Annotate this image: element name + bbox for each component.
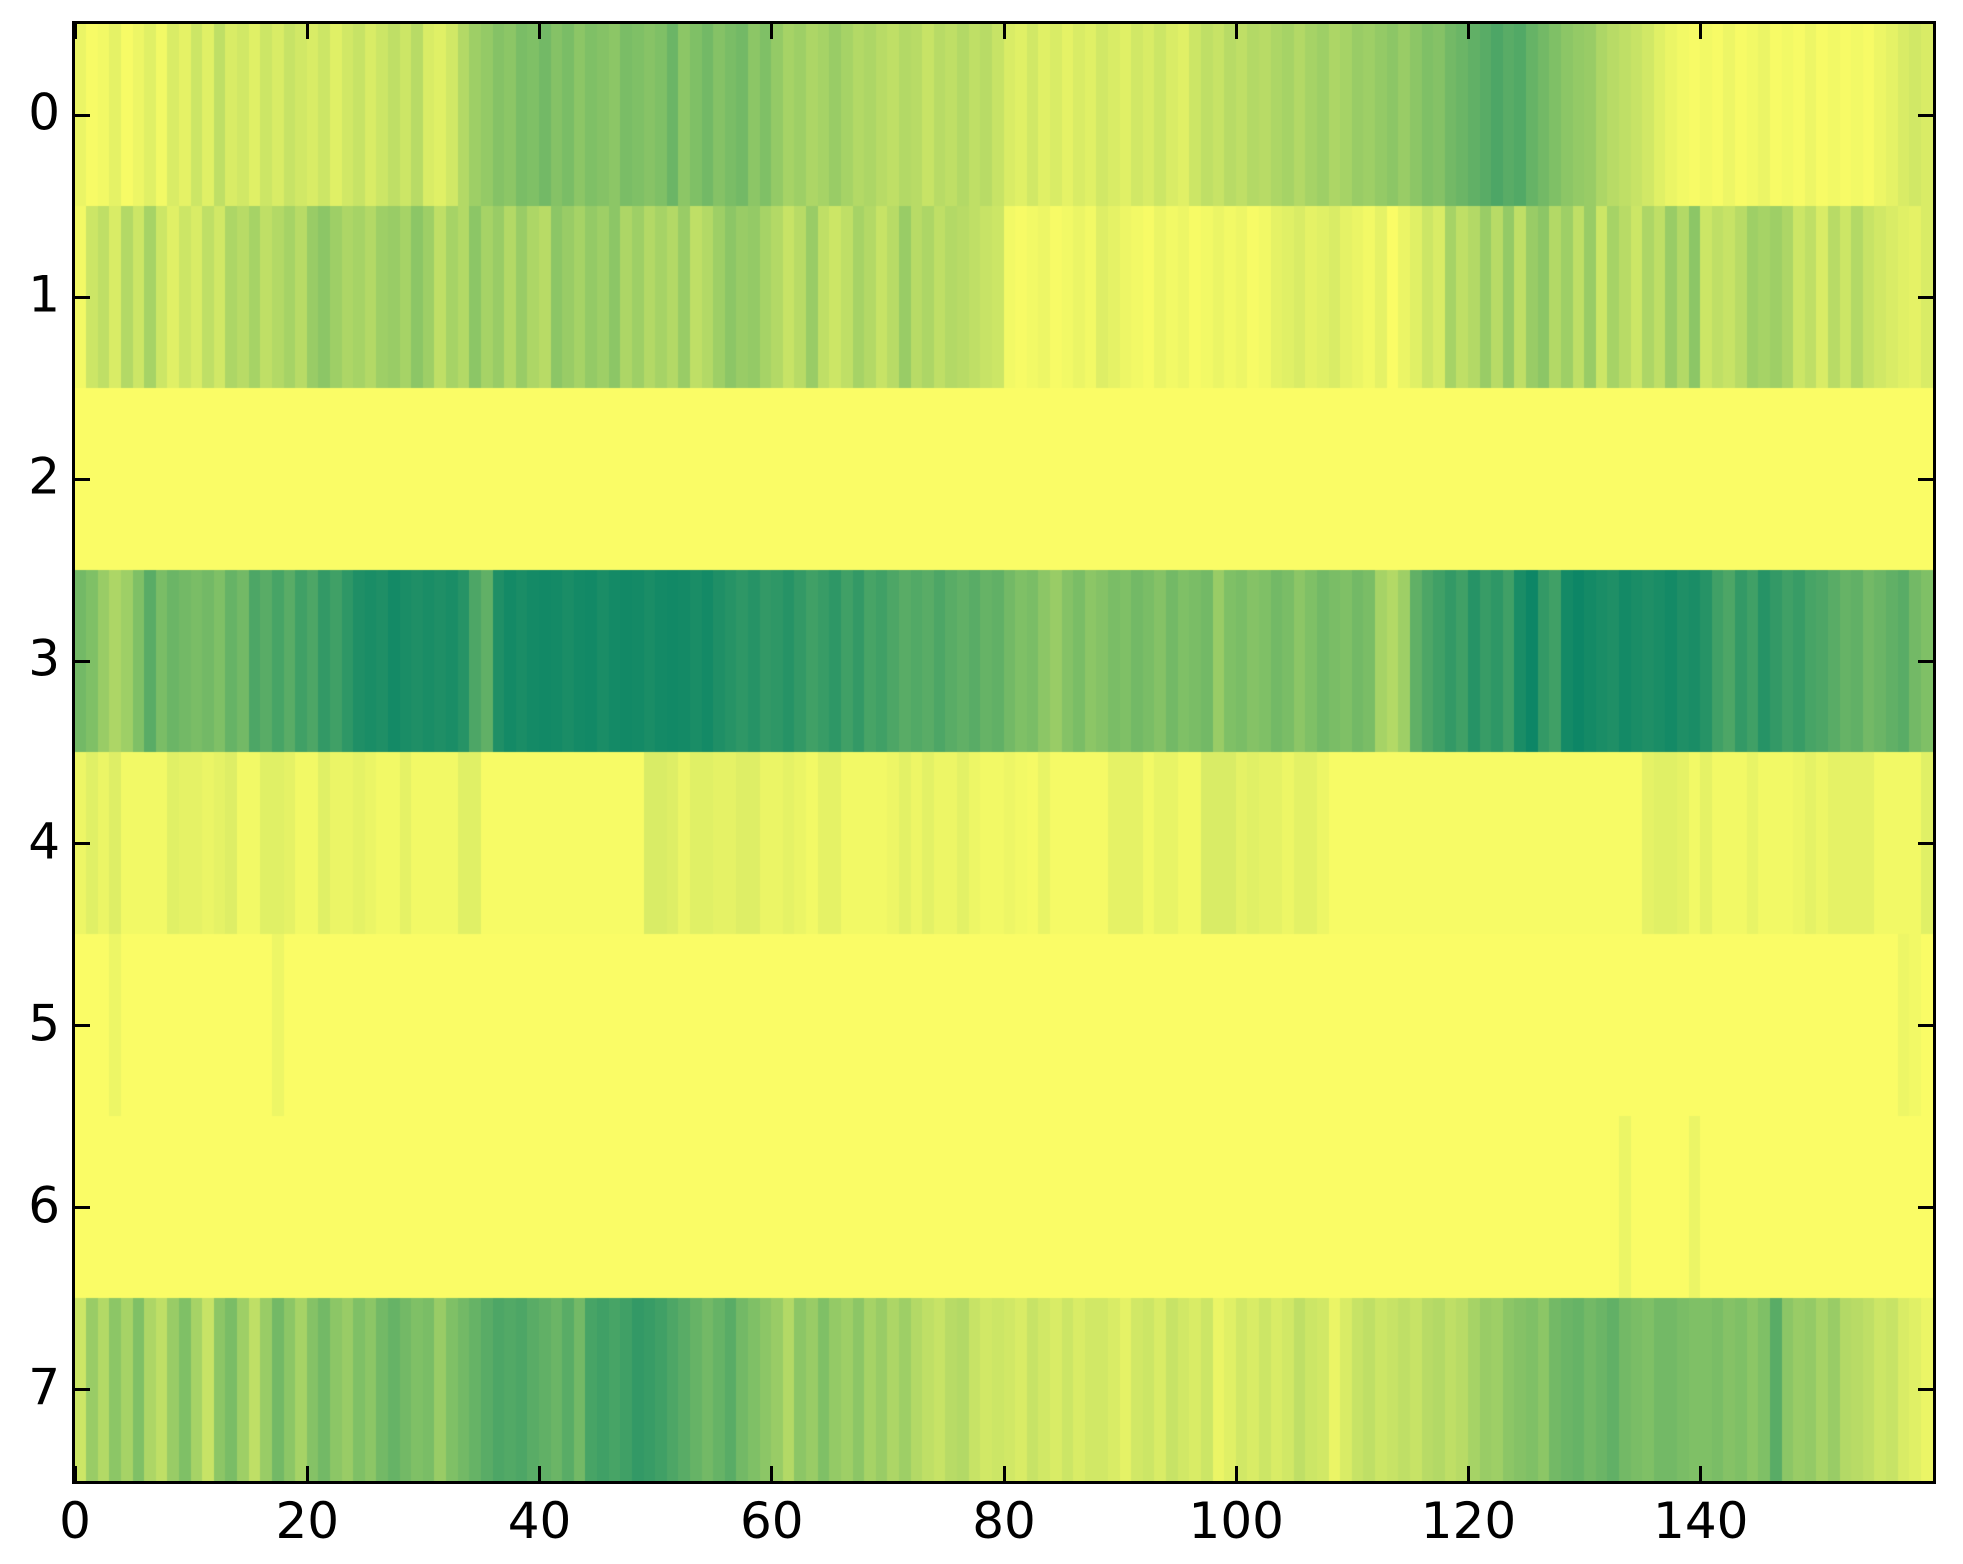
x-tick-bottom: [1467, 1466, 1470, 1481]
x-tick-label: 40: [507, 1492, 572, 1550]
x-tick-label: 100: [1188, 1492, 1284, 1550]
y-tick-left: [75, 1206, 90, 1210]
y-tick-left: [75, 477, 90, 481]
x-tick-label: 60: [739, 1492, 804, 1550]
y-tick-left: [75, 113, 90, 117]
y-tick-label: 7: [28, 1358, 60, 1417]
y-tick-right: [1918, 477, 1933, 481]
y-tick-left: [75, 295, 90, 299]
x-tick-top: [1234, 24, 1238, 39]
y-tick-right: [1918, 295, 1933, 299]
x-tick-bottom: [1699, 1466, 1703, 1481]
x-tick-top: [538, 24, 541, 39]
x-tick-top: [73, 24, 77, 39]
y-tick-left: [75, 842, 90, 846]
y-tick-right: [1918, 842, 1933, 846]
heatmap-canvas: [75, 24, 1933, 1481]
x-tick-top: [1002, 24, 1006, 39]
y-tick-label: 6: [28, 1176, 60, 1235]
x-tick-bottom: [1234, 1466, 1238, 1481]
y-tick-left: [75, 659, 90, 663]
x-tick-label: 0: [59, 1492, 91, 1550]
x-tick-top: [770, 24, 774, 39]
x-tick-bottom: [770, 1466, 774, 1481]
plot-frame: [72, 21, 1936, 1484]
y-tick-label: 5: [28, 994, 60, 1053]
x-tick-label: 140: [1653, 1492, 1749, 1550]
x-tick-top: [1699, 24, 1703, 39]
x-tick-bottom: [305, 1466, 309, 1481]
y-tick-right: [1918, 1206, 1933, 1210]
y-tick-label: 1: [28, 265, 60, 324]
x-tick-bottom: [538, 1466, 541, 1481]
x-tick-bottom: [1002, 1466, 1006, 1481]
y-tick-label: 3: [28, 630, 60, 689]
x-tick-bottom: [73, 1466, 77, 1481]
y-tick-label: 4: [28, 812, 60, 871]
y-tick-right: [1918, 659, 1933, 663]
y-tick-right: [1918, 1388, 1933, 1392]
x-tick-label: 80: [972, 1492, 1036, 1550]
y-tick-right: [1918, 1024, 1933, 1028]
y-tick-label: 0: [28, 83, 60, 142]
y-tick-right: [1918, 113, 1933, 117]
y-tick-left: [75, 1024, 90, 1028]
x-tick-label: 120: [1420, 1492, 1517, 1550]
y-tick-left: [75, 1388, 90, 1392]
y-tick-label: 2: [28, 447, 60, 506]
x-tick-top: [1467, 24, 1470, 39]
x-tick-label: 20: [275, 1492, 340, 1550]
x-tick-top: [305, 24, 309, 39]
